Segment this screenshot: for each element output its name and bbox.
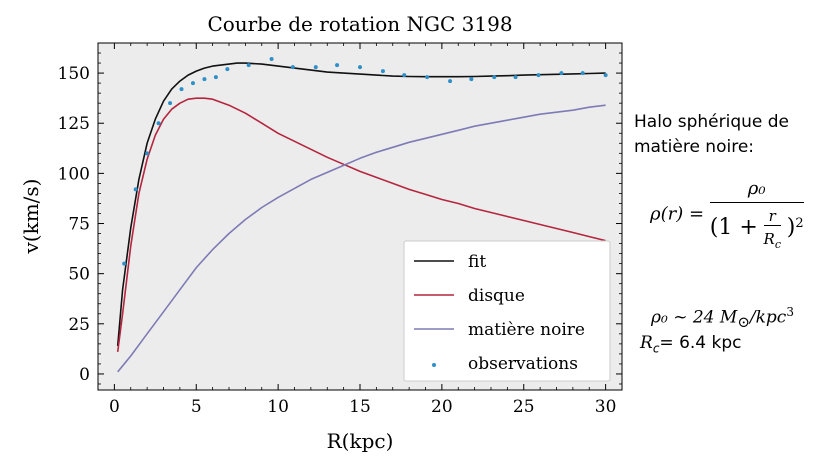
legend-label: matière noire <box>468 320 585 340</box>
y-axis-label: v(km/s) <box>19 179 43 255</box>
observation-point <box>133 187 138 192</box>
observation-point <box>269 57 274 62</box>
y-tick-label: 150 <box>58 64 90 84</box>
series-line-disque <box>116 97 606 353</box>
observation-point <box>202 77 207 82</box>
observation-point <box>425 75 430 80</box>
observation-point <box>190 81 195 86</box>
formula-inner-rc: Rc <box>764 226 781 251</box>
formula-den-left: (1 + <box>709 215 758 240</box>
x-axis-label: R(kpc) <box>327 429 394 453</box>
observation-point <box>168 101 173 106</box>
observation-point <box>448 79 453 84</box>
rc-subscript: c <box>652 341 660 356</box>
formula-rc-sub: c <box>774 238 781 251</box>
y-tick-label: 25 <box>68 315 90 335</box>
observation-point <box>335 63 340 68</box>
rho0-exponent: 3 <box>786 305 794 319</box>
observation-point <box>513 75 518 80</box>
formula-lhs: ρ(r) = <box>650 203 705 225</box>
observation-point <box>179 87 184 92</box>
y-tick-label: 125 <box>58 114 90 134</box>
rho0-sun-symbol: ⊙ <box>737 313 750 332</box>
legend-label: observations <box>468 354 578 374</box>
formula-denominator: (1 + r Rc )2 <box>710 203 804 251</box>
x-tick-label: 10 <box>267 397 289 417</box>
x-tick-label: 25 <box>513 397 535 417</box>
halo-description: Halo sphérique de matière noire: <box>634 110 834 160</box>
chart-title: Courbe de rotation NGC 3198 <box>207 12 512 36</box>
legend: fit disque matière noire observations <box>403 240 611 382</box>
x-tick-label: 5 <box>191 397 202 417</box>
y-tick-label: 50 <box>68 265 90 285</box>
observation-point <box>145 151 150 156</box>
formula-fraction: ρ₀ (1 + r Rc )2 <box>709 178 804 251</box>
formula-numerator: ρ₀ <box>709 178 804 203</box>
observation-point <box>358 65 362 70</box>
observation-point <box>559 71 564 76</box>
rho0-unit: /kpc <box>749 307 787 328</box>
y-tick-label: 0 <box>79 365 90 385</box>
halo-title-line2: matière noire: <box>634 137 755 157</box>
axis-ticks: 0 5 10 15 20 25 30 0 25 50 75 100 125 150 <box>58 43 623 417</box>
formula-inner-r: r <box>763 207 781 226</box>
observation-points <box>122 57 608 266</box>
observation-point <box>122 261 127 266</box>
rho0-value: ρ₀ ~ 24 M⊙/kpc3 <box>651 305 794 331</box>
observation-point <box>536 73 541 78</box>
legend-label: fit <box>468 252 486 272</box>
observation-point <box>402 73 407 78</box>
observation-point <box>225 67 230 72</box>
observation-point <box>580 71 585 76</box>
formula-rc-letter: R <box>763 230 775 248</box>
observation-point <box>156 121 161 126</box>
x-tick-label: 20 <box>431 397 453 417</box>
observation-point <box>213 75 218 80</box>
x-tick-label: 30 <box>595 397 617 417</box>
observation-point <box>246 63 251 68</box>
formula-inner-fraction: r Rc <box>763 207 781 251</box>
observation-point <box>603 73 608 78</box>
x-tick-label: 0 <box>109 397 120 417</box>
halo-title-line1: Halo sphérique de <box>634 112 790 132</box>
rho0-label: ρ₀ ~ 24 M <box>651 307 738 328</box>
formula-exponent: 2 <box>795 216 804 231</box>
legend-label: disque <box>468 286 525 306</box>
density-formula: ρ(r) = ρ₀ (1 + r Rc )2 <box>650 178 804 251</box>
observation-point <box>492 75 497 80</box>
legend-box <box>403 240 611 382</box>
y-tick-label: 75 <box>68 215 90 235</box>
observation-point <box>313 65 318 70</box>
rc-number: = 6.4 kpc <box>659 333 742 353</box>
rc-value: Rc= 6.4 kpc <box>640 333 742 355</box>
y-tick-label: 100 <box>58 164 90 184</box>
x-tick-label: 15 <box>349 397 371 417</box>
legend-swatch <box>432 363 436 367</box>
observation-point <box>469 77 474 82</box>
formula-den-right: ) <box>786 215 796 240</box>
rc-letter: R <box>640 333 653 353</box>
observation-point <box>380 69 385 74</box>
series-line-matiere-noire <box>117 104 606 373</box>
observation-point <box>290 65 295 70</box>
